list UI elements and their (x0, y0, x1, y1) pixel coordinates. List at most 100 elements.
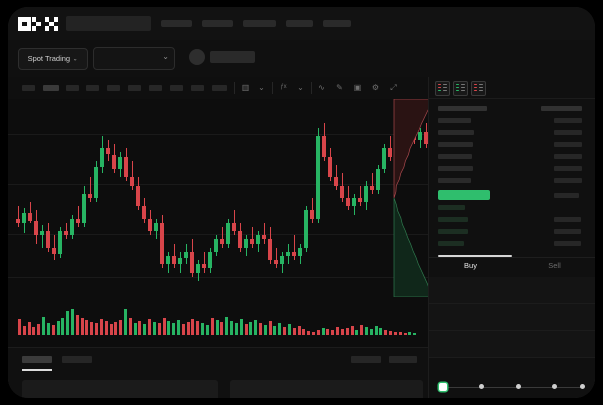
slider-track (443, 386, 583, 388)
candle-type-icon[interactable]: ▥ (241, 83, 250, 92)
slider-step-75[interactable] (552, 384, 557, 389)
volume-bar (326, 329, 330, 335)
drawing-pencil-icon[interactable]: ✎ (336, 83, 343, 92)
orderbook-both-icon[interactable] (435, 81, 450, 96)
volume-bar (138, 321, 142, 335)
volume-bar (152, 322, 156, 335)
nav-item-3[interactable] (243, 20, 276, 27)
volume-bar (369, 329, 373, 335)
volume-bar (292, 328, 296, 335)
slider-handle[interactable] (439, 383, 447, 391)
volume-bar (340, 329, 344, 335)
volume-histogram (8, 297, 428, 347)
orderbook-ask-row[interactable] (438, 130, 474, 135)
tab-order-history[interactable] (62, 356, 92, 363)
orderbook-ask-row[interactable] (438, 178, 471, 183)
total-field[interactable] (429, 331, 595, 358)
timeframe-chip-6[interactable] (128, 85, 141, 91)
orderbook-bid-row[interactable] (438, 217, 468, 222)
okx-logo-icon[interactable] (18, 17, 58, 31)
nav-item-1[interactable] (161, 20, 192, 27)
volume-bar (172, 323, 176, 335)
timeframe-chip-1[interactable] (22, 85, 35, 91)
amount-slider[interactable] (439, 383, 586, 391)
orders-panel-right (230, 380, 423, 398)
timeframe-chip-3[interactable] (66, 85, 79, 91)
volume-bar (413, 333, 417, 335)
orderbook-ask-row[interactable] (438, 154, 472, 159)
spot-trading-dropdown[interactable]: Spot Trading ⌄ (18, 48, 88, 70)
candlestick-chart[interactable] (8, 99, 428, 297)
volume-bar (157, 323, 161, 335)
orderbook-bids-icon[interactable] (453, 81, 468, 96)
volume-bar (268, 321, 272, 335)
trading-pair-select[interactable]: ⌄ (93, 47, 175, 70)
amount-field[interactable] (429, 304, 595, 331)
gridline (8, 234, 428, 235)
volume-bar (114, 322, 118, 335)
volume-bar (316, 330, 320, 335)
slider-step-50[interactable] (516, 384, 521, 389)
buy-tab[interactable]: Buy (464, 261, 477, 270)
orderbook-bid-row[interactable] (438, 205, 465, 210)
volume-bar (205, 325, 209, 335)
volume-bar (90, 322, 94, 335)
volume-bar (22, 326, 26, 335)
candle-type-chevron-down-icon[interactable]: ⌄ (258, 83, 265, 92)
orderbook-bid-row[interactable] (438, 229, 468, 234)
timeframe-chip-2[interactable] (43, 85, 59, 91)
pair-name-placeholder (210, 51, 255, 63)
orderbook-ask-amount (554, 166, 582, 171)
volume-bar (75, 315, 79, 335)
timeframe-chip-8[interactable] (170, 85, 183, 91)
volume-bar (234, 323, 238, 335)
volume-bar (162, 318, 166, 335)
settings-gear-icon[interactable]: ⚙ (371, 83, 380, 92)
orders-action-1[interactable] (351, 356, 381, 363)
line-chart-icon[interactable]: ∿ (318, 83, 325, 92)
tab-open-orders[interactable] (22, 356, 52, 363)
orderbook-ask-row[interactable] (438, 118, 471, 123)
chart-toolbar: ▥ ⌄ ƒx ⌄ ∿ ✎ ▣ ⚙ ⤢ (8, 77, 428, 100)
orderbook-bid-row[interactable] (438, 241, 464, 246)
volume-bar (167, 321, 171, 335)
volume-bar (345, 328, 349, 335)
slider-step-25[interactable] (479, 384, 484, 389)
timeframe-chip-7[interactable] (149, 85, 162, 91)
indicators-icon[interactable]: ƒx (280, 84, 287, 90)
pair-coin-avatar (189, 49, 205, 65)
orderbook-asks-icon[interactable] (471, 81, 486, 96)
volume-bar (287, 324, 291, 335)
timeframe-chip-10[interactable] (212, 85, 227, 91)
timeframe-chip-5[interactable] (107, 85, 120, 91)
chevron-down-icon: ⌄ (72, 55, 78, 63)
toolbar-divider (234, 82, 235, 94)
volume-bar (186, 322, 190, 335)
volume-bar (360, 325, 364, 335)
timeframe-chip-9[interactable] (191, 85, 204, 91)
orders-action-2[interactable] (389, 356, 417, 363)
volume-bar (302, 329, 306, 335)
fullscreen-icon[interactable]: ⤢ (390, 83, 397, 92)
volume-bar (249, 322, 253, 335)
timeframe-chip-4[interactable] (86, 85, 99, 91)
search-input[interactable] (66, 16, 151, 31)
slider-step-100[interactable] (580, 384, 585, 389)
orderbook-ask-row[interactable] (438, 166, 473, 171)
volume-bar (311, 332, 315, 335)
nav-item-5[interactable] (323, 20, 351, 27)
volume-bar (374, 326, 378, 335)
volume-bar (56, 321, 60, 335)
nav-item-4[interactable] (286, 20, 313, 27)
volume-bar (85, 320, 89, 335)
price-field[interactable] (429, 277, 595, 304)
camera-snapshot-icon[interactable]: ▣ (353, 83, 362, 92)
nav-item-2[interactable] (202, 20, 233, 27)
gridline (8, 134, 428, 135)
orderbook-ask-row[interactable] (438, 142, 473, 147)
toolbar-divider (272, 82, 273, 94)
orderbook-ask-amount (554, 130, 582, 135)
indicators-chevron-down-icon[interactable]: ⌄ (297, 83, 304, 92)
sell-tab[interactable]: Sell (548, 261, 561, 270)
volume-bar (119, 320, 123, 335)
